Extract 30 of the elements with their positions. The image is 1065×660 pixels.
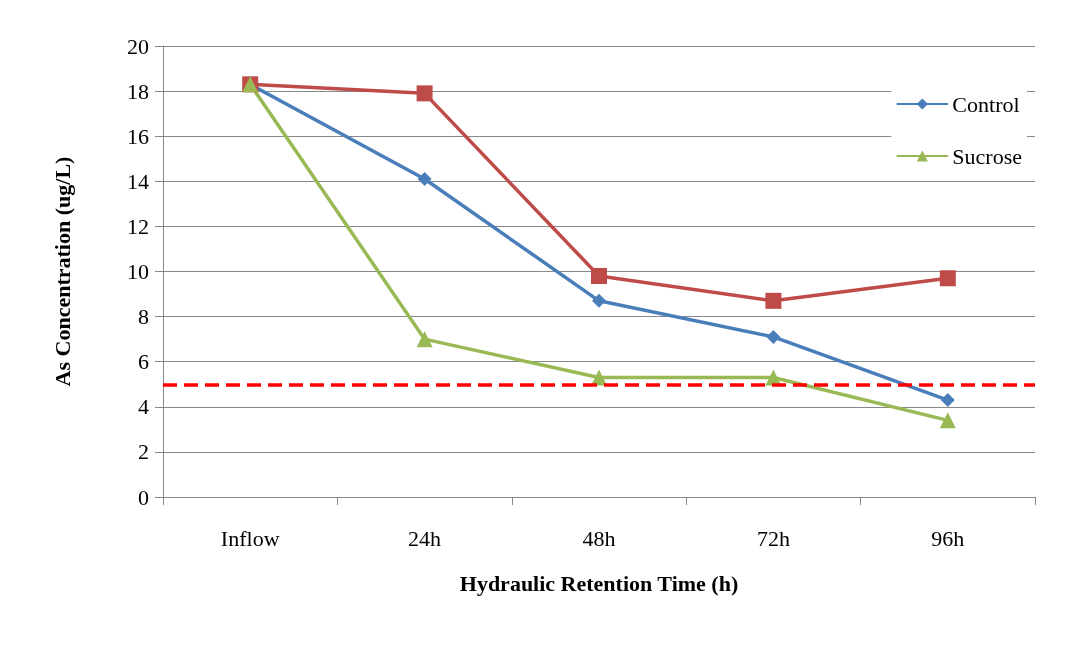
y-tick-label: 4 bbox=[138, 394, 149, 420]
point bbox=[765, 292, 782, 309]
y-tick-label: 20 bbox=[127, 33, 149, 59]
point bbox=[417, 172, 432, 187]
y-tick-label: 0 bbox=[138, 484, 149, 510]
point bbox=[416, 85, 433, 102]
x-tick-label: 24h bbox=[408, 525, 442, 551]
y-tick-label: 10 bbox=[127, 259, 149, 284]
x-tick-label: 48h bbox=[582, 525, 616, 551]
x-axis-title: Hydraulic Retention Time (h) bbox=[459, 570, 739, 596]
x-tick-label: 96h bbox=[931, 525, 965, 551]
point bbox=[940, 393, 955, 408]
y-tick-label: 14 bbox=[127, 168, 149, 194]
y-tick-label: 18 bbox=[127, 78, 149, 104]
point bbox=[939, 270, 956, 287]
legend-label: Control bbox=[952, 91, 1020, 117]
y-axis-title: As Concentration (ug/L) bbox=[49, 156, 75, 387]
point bbox=[591, 268, 607, 285]
x-tick-label: Inflow bbox=[220, 525, 280, 551]
x-tick-label: 72h bbox=[756, 525, 790, 551]
legend-label: Sucrose bbox=[952, 143, 1022, 169]
point bbox=[939, 412, 956, 429]
y-tick-label: 6 bbox=[138, 349, 149, 375]
point bbox=[416, 331, 433, 348]
y-tick-label: 2 bbox=[138, 439, 149, 465]
point bbox=[592, 293, 606, 308]
y-tick-label: 12 bbox=[127, 213, 149, 239]
y-tick-label: 8 bbox=[138, 304, 149, 330]
point bbox=[766, 329, 781, 344]
y-tick-label: 16 bbox=[127, 123, 149, 149]
